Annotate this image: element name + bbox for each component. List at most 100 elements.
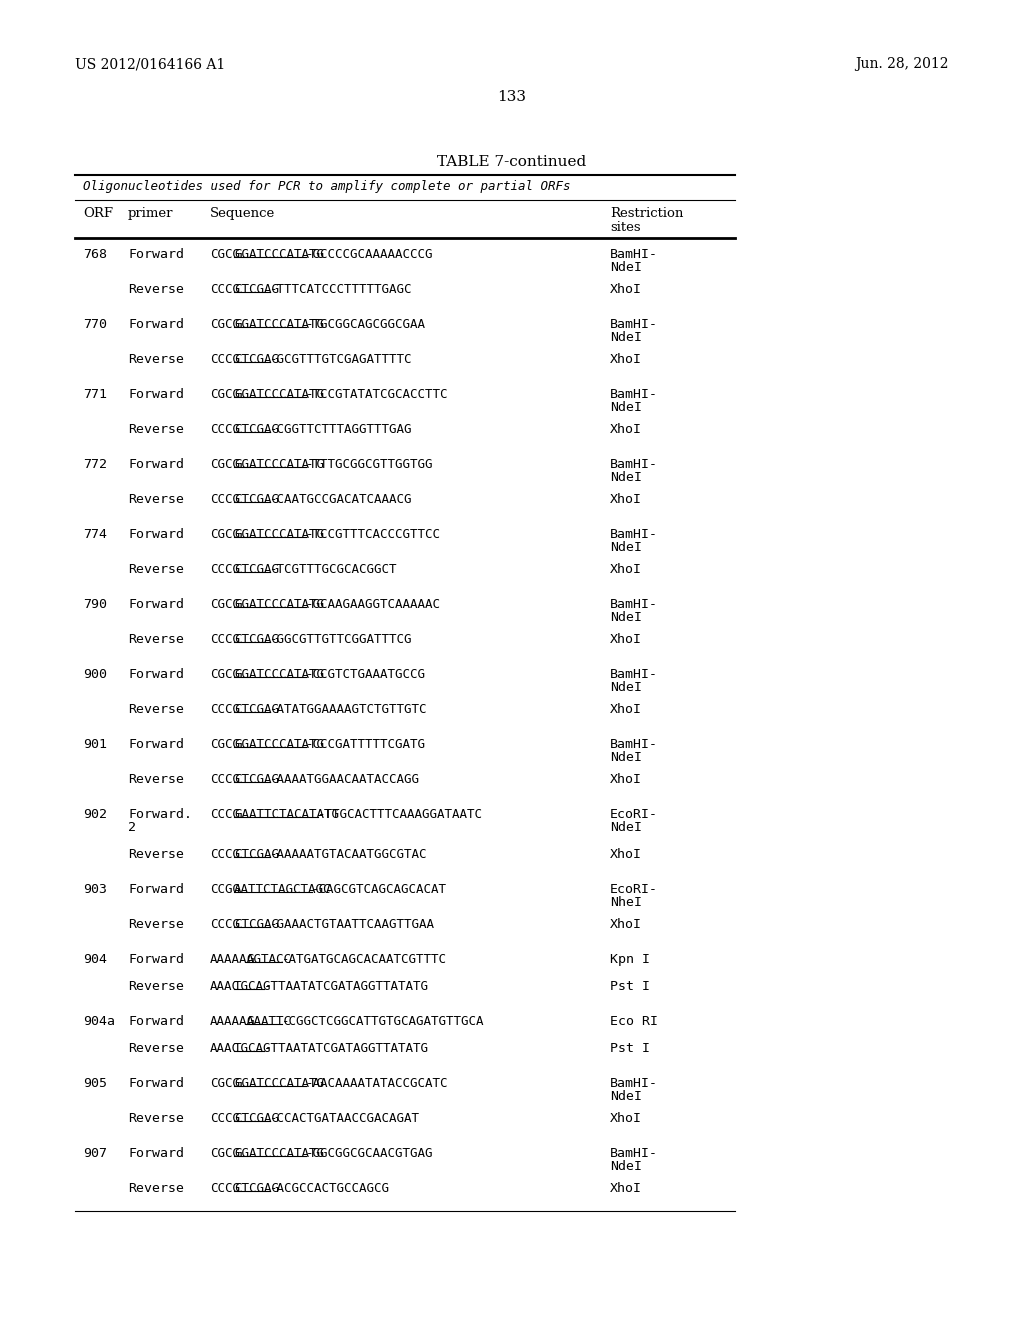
- Text: GGATCCCATATG: GGATCCCATATG: [234, 388, 324, 401]
- Text: -TTAATATCGATAGGTTATATG: -TTAATATCGATAGGTTATATG: [264, 979, 429, 993]
- Text: CGCG: CGCG: [210, 1077, 240, 1090]
- Text: Reverse: Reverse: [128, 1041, 184, 1055]
- Text: 904a: 904a: [83, 1015, 115, 1028]
- Text: Forward: Forward: [128, 1077, 184, 1090]
- Text: CTCGAG: CTCGAG: [234, 282, 280, 296]
- Text: NdeI: NdeI: [610, 1090, 642, 1104]
- Text: GAATTC: GAATTC: [246, 1015, 291, 1028]
- Text: CCCG: CCCG: [210, 808, 240, 821]
- Text: AAAC: AAAC: [210, 1041, 240, 1055]
- Text: Forward: Forward: [128, 388, 184, 401]
- Text: Forward: Forward: [128, 248, 184, 261]
- Text: XhoI: XhoI: [610, 847, 642, 861]
- Text: Reverse: Reverse: [128, 1181, 184, 1195]
- Text: AAAAAA: AAAAAA: [210, 1015, 255, 1028]
- Text: CCCG: CCCG: [210, 352, 240, 366]
- Text: TGCAG: TGCAG: [234, 1041, 271, 1055]
- Text: Oligonucleotides used for PCR to amplify complete or partial ORFs: Oligonucleotides used for PCR to amplify…: [83, 180, 570, 193]
- Text: CCCG: CCCG: [210, 492, 240, 506]
- Text: Forward: Forward: [128, 458, 184, 471]
- Text: TABLE 7-continued: TABLE 7-continued: [437, 154, 587, 169]
- Text: 903: 903: [83, 883, 106, 896]
- Text: NdeI: NdeI: [610, 401, 642, 414]
- Text: -ATATGGAAAAGTCTGTTGTC: -ATATGGAAAAGTCTGTTGTC: [270, 704, 428, 715]
- Text: AATTCTAGCTAGC: AATTCTAGCTAGC: [234, 883, 332, 896]
- Text: -TTTCATCCCTTTTTGAGC: -TTTCATCCCTTTTTGAGC: [270, 282, 413, 296]
- Text: 902: 902: [83, 808, 106, 821]
- Text: 790: 790: [83, 598, 106, 611]
- Text: CCCG: CCCG: [210, 704, 240, 715]
- Text: XhoI: XhoI: [610, 422, 642, 436]
- Text: XhoI: XhoI: [610, 564, 642, 576]
- Text: -TTGCACTTTCAAAGGATAATC: -TTGCACTTTCAAAGGATAATC: [318, 808, 483, 821]
- Text: CTCGAG: CTCGAG: [234, 422, 280, 436]
- Text: CTCGAG: CTCGAG: [234, 847, 280, 861]
- Text: CCCG: CCCG: [210, 847, 240, 861]
- Text: CTCGAG: CTCGAG: [234, 352, 280, 366]
- Text: Pst I: Pst I: [610, 979, 650, 993]
- Text: Reverse: Reverse: [128, 564, 184, 576]
- Text: CGCG: CGCG: [210, 598, 240, 611]
- Text: -CAATGCCGACATCAAACG: -CAATGCCGACATCAAACG: [270, 492, 413, 506]
- Text: primer: primer: [128, 207, 173, 220]
- Text: NheI: NheI: [610, 896, 642, 909]
- Text: CGCG: CGCG: [210, 1147, 240, 1160]
- Text: -GCGTTTGTCGAGATTTTC: -GCGTTTGTCGAGATTTTC: [270, 352, 413, 366]
- Text: XhoI: XhoI: [610, 1111, 642, 1125]
- Text: BamHI-: BamHI-: [610, 668, 658, 681]
- Text: -ACGCCACTGCCAGCG: -ACGCCACTGCCAGCG: [270, 1181, 390, 1195]
- Text: NdeI: NdeI: [610, 751, 642, 764]
- Text: -GGCGTTGTTCGGATTTCG: -GGCGTTGTTCGGATTTCG: [270, 634, 413, 645]
- Text: 904: 904: [83, 953, 106, 966]
- Text: BamHI-: BamHI-: [610, 738, 658, 751]
- Text: Forward: Forward: [128, 1015, 184, 1028]
- Text: AAAC: AAAC: [210, 979, 240, 993]
- Text: ORF: ORF: [83, 207, 113, 220]
- Text: -CGGTTCTTTAGGTTTGAG: -CGGTTCTTTAGGTTTGAG: [270, 422, 413, 436]
- Text: Sequence: Sequence: [210, 207, 275, 220]
- Text: Reverse: Reverse: [128, 422, 184, 436]
- Text: 774: 774: [83, 528, 106, 541]
- Text: CTCGAG: CTCGAG: [234, 704, 280, 715]
- Text: CTCGAG: CTCGAG: [234, 634, 280, 645]
- Text: CCCG: CCCG: [210, 1181, 240, 1195]
- Text: CCCG: CCCG: [210, 282, 240, 296]
- Text: US 2012/0164166 A1: US 2012/0164166 A1: [75, 57, 225, 71]
- Text: XhoI: XhoI: [610, 917, 642, 931]
- Text: CGCG: CGCG: [210, 668, 240, 681]
- Text: XhoI: XhoI: [610, 704, 642, 715]
- Text: NdeI: NdeI: [610, 1160, 642, 1173]
- Text: 905: 905: [83, 1077, 106, 1090]
- Text: Forward.: Forward.: [128, 808, 193, 821]
- Text: GGATCCCATATG: GGATCCCATATG: [234, 458, 324, 471]
- Text: Kpn I: Kpn I: [610, 953, 650, 966]
- Text: sites: sites: [610, 220, 641, 234]
- Text: Forward: Forward: [128, 528, 184, 541]
- Text: EcoRI-: EcoRI-: [610, 883, 658, 896]
- Text: BamHI-: BamHI-: [610, 458, 658, 471]
- Text: CCCG: CCCG: [210, 917, 240, 931]
- Text: NdeI: NdeI: [610, 261, 642, 275]
- Text: GGATCCCATATG: GGATCCCATATG: [234, 738, 324, 751]
- Text: 770: 770: [83, 318, 106, 331]
- Text: GGATCCCATATG: GGATCCCATATG: [234, 528, 324, 541]
- Text: XhoI: XhoI: [610, 634, 642, 645]
- Text: -GAAACTGTAATTCAAGTTGAA: -GAAACTGTAATTCAAGTTGAA: [270, 917, 435, 931]
- Text: Reverse: Reverse: [128, 282, 184, 296]
- Text: 768: 768: [83, 248, 106, 261]
- Text: -AAAAATGTACAATGGCGTAC: -AAAAATGTACAATGGCGTAC: [270, 847, 428, 861]
- Text: Reverse: Reverse: [128, 634, 184, 645]
- Text: Forward: Forward: [128, 598, 184, 611]
- Text: -CCACTGATAACCGACAGAT: -CCACTGATAACCGACAGAT: [270, 1111, 420, 1125]
- Text: Reverse: Reverse: [128, 352, 184, 366]
- Text: CTCGAG: CTCGAG: [234, 492, 280, 506]
- Text: NdeI: NdeI: [610, 611, 642, 624]
- Text: CGCG: CGCG: [210, 318, 240, 331]
- Text: Reverse: Reverse: [128, 774, 184, 785]
- Text: Jun. 28, 2012: Jun. 28, 2012: [855, 57, 949, 71]
- Text: CGCG: CGCG: [210, 388, 240, 401]
- Text: -TCGTTTGCGCACGGCT: -TCGTTTGCGCACGGCT: [270, 564, 397, 576]
- Text: Forward: Forward: [128, 318, 184, 331]
- Text: AAAAAA: AAAAAA: [210, 953, 255, 966]
- Text: -TGCGGCAGCGGCGAA: -TGCGGCAGCGGCGAA: [306, 318, 426, 331]
